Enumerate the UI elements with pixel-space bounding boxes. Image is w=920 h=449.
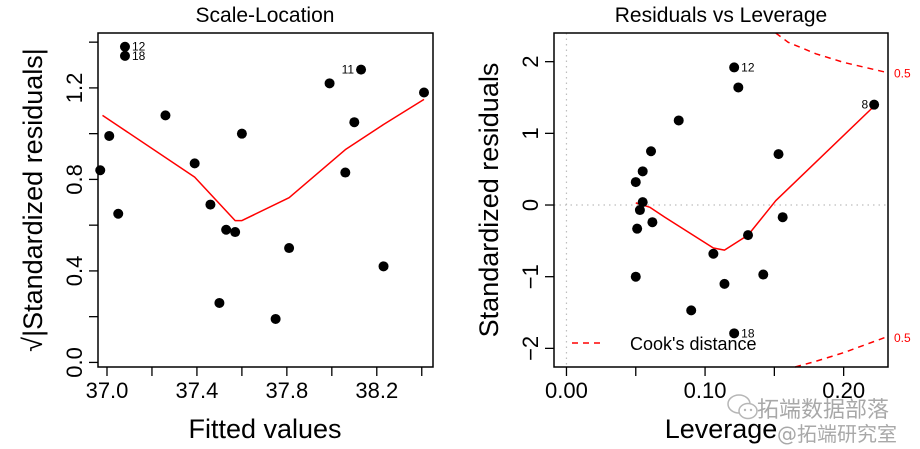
data-point: [733, 82, 744, 93]
watermark-line-2: @拓端研究室: [777, 422, 897, 446]
data-point: [113, 208, 124, 219]
x-tick-label: 0.20: [822, 378, 865, 403]
data-point: [637, 197, 648, 208]
data-point: [729, 62, 740, 73]
data-point: [95, 165, 106, 176]
x-tick-label: 0.00: [545, 378, 588, 403]
data-point: [632, 223, 643, 234]
data-point: [104, 130, 115, 141]
data-point: [160, 110, 171, 121]
chart-title: Residuals vs Leverage: [615, 4, 827, 27]
data-point: [673, 115, 684, 126]
data-point: [869, 99, 880, 110]
point-id-label: 12: [132, 40, 146, 54]
data-point: [221, 224, 232, 235]
point-id-label: 12: [741, 60, 755, 74]
data-point: [634, 205, 645, 216]
cooks-distance-upper-line: [775, 32, 887, 74]
x-axis-label: Fitted values: [188, 414, 341, 444]
data-point: [356, 64, 367, 75]
x-tick-label: 38.2: [355, 378, 398, 403]
data-point: [214, 297, 225, 308]
data-point: [419, 87, 430, 98]
cooks-distance-level-label: 0.5: [894, 66, 911, 80]
point-id-label: 18: [132, 49, 146, 63]
y-tick-label: 1.2: [62, 73, 87, 104]
data-point: [119, 41, 130, 52]
x-axis-label: Leverage: [665, 414, 778, 444]
data-point: [230, 227, 241, 238]
data-point: [729, 328, 740, 339]
data-point: [349, 117, 360, 128]
cooks-distance-lower-line: [794, 336, 887, 368]
x-tick-label: 0.10: [684, 378, 727, 403]
legend-label: Cook's distance: [630, 334, 757, 354]
data-point: [743, 230, 754, 241]
plot-box: [553, 32, 889, 368]
data-point: [647, 217, 658, 228]
point-id-label: 11: [342, 63, 355, 77]
x-tick-label: 37.8: [265, 378, 308, 403]
data-point: [646, 146, 657, 157]
data-point: [340, 167, 351, 178]
chart-title: Scale-Location: [196, 4, 335, 27]
data-point: [119, 50, 130, 61]
data-point: [637, 166, 648, 177]
x-tick-label: 37.0: [86, 378, 129, 403]
data-point: [205, 199, 216, 210]
smooth-fit-line: [635, 105, 875, 251]
wechat-icon: [727, 394, 758, 420]
y-tick-label: 0: [518, 199, 543, 211]
point-id-label: 8: [861, 98, 868, 112]
y-tick-label: 0.8: [62, 164, 87, 195]
data-point: [686, 305, 697, 316]
data-point: [630, 271, 641, 282]
y-tick-label: 0.0: [62, 347, 87, 378]
legend: Cook's distance: [572, 334, 757, 354]
data-point: [324, 78, 335, 89]
data-point: [189, 158, 200, 169]
data-point: [758, 269, 769, 280]
y-axis-label: Standardized residuals: [474, 63, 504, 338]
cooks-distance-level-label: 0.5: [894, 331, 911, 345]
data-point: [270, 313, 281, 324]
y-tick-label: −2: [518, 336, 543, 361]
data-point: [773, 149, 784, 160]
y-axis-label: √|Standardized residuals|: [18, 48, 48, 352]
watermark-line-1: 拓端数据部落: [757, 398, 890, 423]
data-point: [777, 212, 788, 223]
data-point: [236, 128, 247, 139]
plot-box: [97, 32, 434, 368]
y-tick-label: 1: [518, 127, 543, 139]
data-point: [719, 278, 730, 289]
y-tick-label: −1: [518, 264, 543, 289]
y-tick-label: 2: [518, 56, 543, 68]
x-tick-label: 37.4: [176, 378, 219, 403]
smooth-fit-line: [102, 98, 425, 222]
point-id-label: 18: [741, 326, 755, 340]
data-point: [630, 177, 641, 188]
data-point: [284, 243, 295, 254]
data-point: [378, 261, 389, 272]
data-point: [708, 248, 719, 259]
y-tick-label: 0.4: [62, 256, 87, 287]
scale-location-panel: Scale-Location Fitted values √|Standardi…: [18, 4, 434, 444]
residuals-vs-leverage-panel: Residuals vs Leverage Leverage Standardi…: [474, 4, 911, 444]
